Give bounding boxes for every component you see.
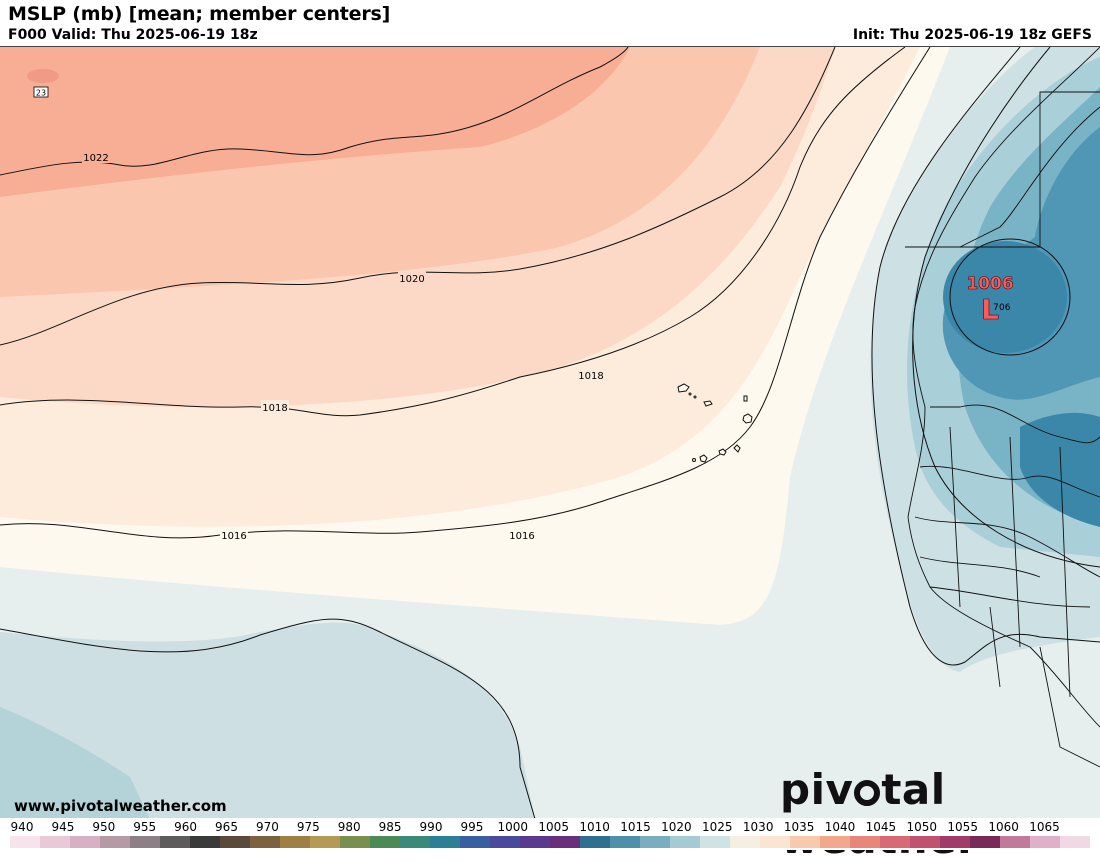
legend-label: 1045 [865, 820, 897, 834]
legend-label: 990 [419, 820, 443, 834]
legend-bar [10, 836, 1090, 848]
legend-swatch [280, 836, 310, 848]
legend-label: 945 [51, 820, 75, 834]
band-east-1006-south [1020, 412, 1100, 527]
legend-swatch [640, 836, 670, 848]
legend-label: 1000 [497, 820, 529, 834]
init-time: Init: Thu 2025-06-19 18z GEFS [852, 27, 1092, 43]
legend-swatch [250, 836, 280, 848]
legend-label: 1015 [620, 820, 651, 834]
legend-swatch [820, 836, 850, 848]
header: MSLP (mb) [mean; member centers] F000 Va… [0, 0, 1100, 46]
legend-label: 1040 [824, 820, 856, 834]
isobars [0, 47, 1100, 819]
member-box [33, 86, 49, 98]
isobar-label-1018-west: 1018 [262, 403, 287, 414]
color-legend: 940 945 950 955 960 965 970 975 980 985 990 995 1000… [0, 818, 1100, 850]
gear-icon [854, 780, 881, 806]
isobar-label-1018-east: 1018 [578, 371, 603, 382]
legend-label: 1025 [702, 820, 733, 834]
legend-label: 960 [174, 820, 198, 834]
corner-member-label: 23 [36, 89, 46, 98]
isobar-label-1020: 1020 [399, 274, 424, 285]
legend-swatch [1060, 836, 1090, 848]
member-value: 06 [999, 303, 1011, 313]
legend-label: 1055 [947, 820, 978, 834]
legend-swatch [760, 836, 790, 848]
legend-swatch [160, 836, 190, 848]
legend-label: 1005 [538, 820, 569, 834]
pressure-map[interactable]: 1022 1020 1018 1018 1016 1016 23 1006 L … [0, 46, 1100, 819]
legend-swatch [460, 836, 490, 848]
legend-swatch [880, 836, 910, 848]
legend-swatch [520, 836, 550, 848]
legend-swatch [100, 836, 130, 848]
isobar-label-1022: 1022 [83, 153, 108, 164]
low-symbol: L [981, 293, 999, 326]
legend-swatch [40, 836, 70, 848]
legend-labels: 940 945 950 955 960 965 970 975 980 985 990 995 1000… [0, 820, 1100, 834]
valid-time: F000 Valid: Thu 2025-06-19 18z [8, 27, 258, 43]
legend-swatch [940, 836, 970, 848]
band-1014 [0, 622, 535, 819]
legend-swatch [730, 836, 760, 848]
coastlines [905, 47, 1100, 768]
legend-swatch [550, 836, 580, 848]
legend-swatch [700, 836, 730, 848]
legend-swatch [340, 836, 370, 848]
legend-label: 965 [215, 820, 238, 834]
legend-swatch [610, 836, 640, 848]
band-1012 [0, 707, 150, 819]
legend-swatch [370, 836, 400, 848]
legend-swatch [910, 836, 940, 848]
legend-label: 1065 [1029, 820, 1060, 834]
legend-label: 1035 [783, 820, 815, 834]
legend-swatch [190, 836, 220, 848]
legend-label: 1030 [742, 820, 774, 834]
band-1022 [0, 47, 630, 197]
legend-label: 955 [133, 820, 157, 834]
legend-swatch [1030, 836, 1060, 848]
legend-label: 940 [10, 820, 34, 834]
legend-swatch [490, 836, 520, 848]
map-title: MSLP (mb) [mean; member centers] [8, 3, 391, 25]
map-canvas: 1022 1020 1018 1018 1016 1016 23 1006 L … [0, 47, 1100, 819]
legend-label: 1010 [579, 820, 610, 834]
isobar-label-1016-east: 1016 [509, 531, 534, 542]
legend-label: 975 [296, 820, 320, 834]
legend-swatch [850, 836, 880, 848]
low-pressure-value: 1006 [966, 274, 1013, 294]
band-east-1006 [943, 241, 1067, 353]
legend-swatch [580, 836, 610, 848]
legend-label: 950 [92, 820, 116, 834]
legend-swatch [130, 836, 160, 848]
legend-label: 1060 [988, 820, 1019, 834]
isobar-label-group: 1022 1020 1018 1018 1016 1016 [82, 150, 605, 542]
legend-swatch [970, 836, 1000, 848]
legend-label: 980 [337, 820, 361, 834]
legend-label: 970 [255, 820, 279, 834]
legend-swatch [70, 836, 100, 848]
brand-text-start: piv [780, 765, 854, 814]
legend-swatch [310, 836, 340, 848]
legend-swatch [400, 836, 430, 848]
legend-swatch [10, 836, 40, 848]
high-spot [27, 69, 59, 83]
legend-label: 985 [378, 820, 402, 834]
low-center: 1006 L 7 06 [966, 274, 1014, 327]
legend-swatch [430, 836, 460, 848]
legend-label: 995 [460, 820, 484, 834]
legend-swatch [220, 836, 250, 848]
legend-label: 1020 [661, 820, 692, 834]
legend-swatch [1000, 836, 1030, 848]
member-count: 7 [993, 303, 999, 313]
legend-swatch [670, 836, 700, 848]
cape-verde-islands [677, 383, 753, 463]
isobar-label-1016-west: 1016 [221, 531, 246, 542]
site-url[interactable]: www.pivotalweather.com [14, 797, 227, 815]
legend-swatch [790, 836, 820, 848]
legend-label: 1050 [906, 820, 938, 834]
